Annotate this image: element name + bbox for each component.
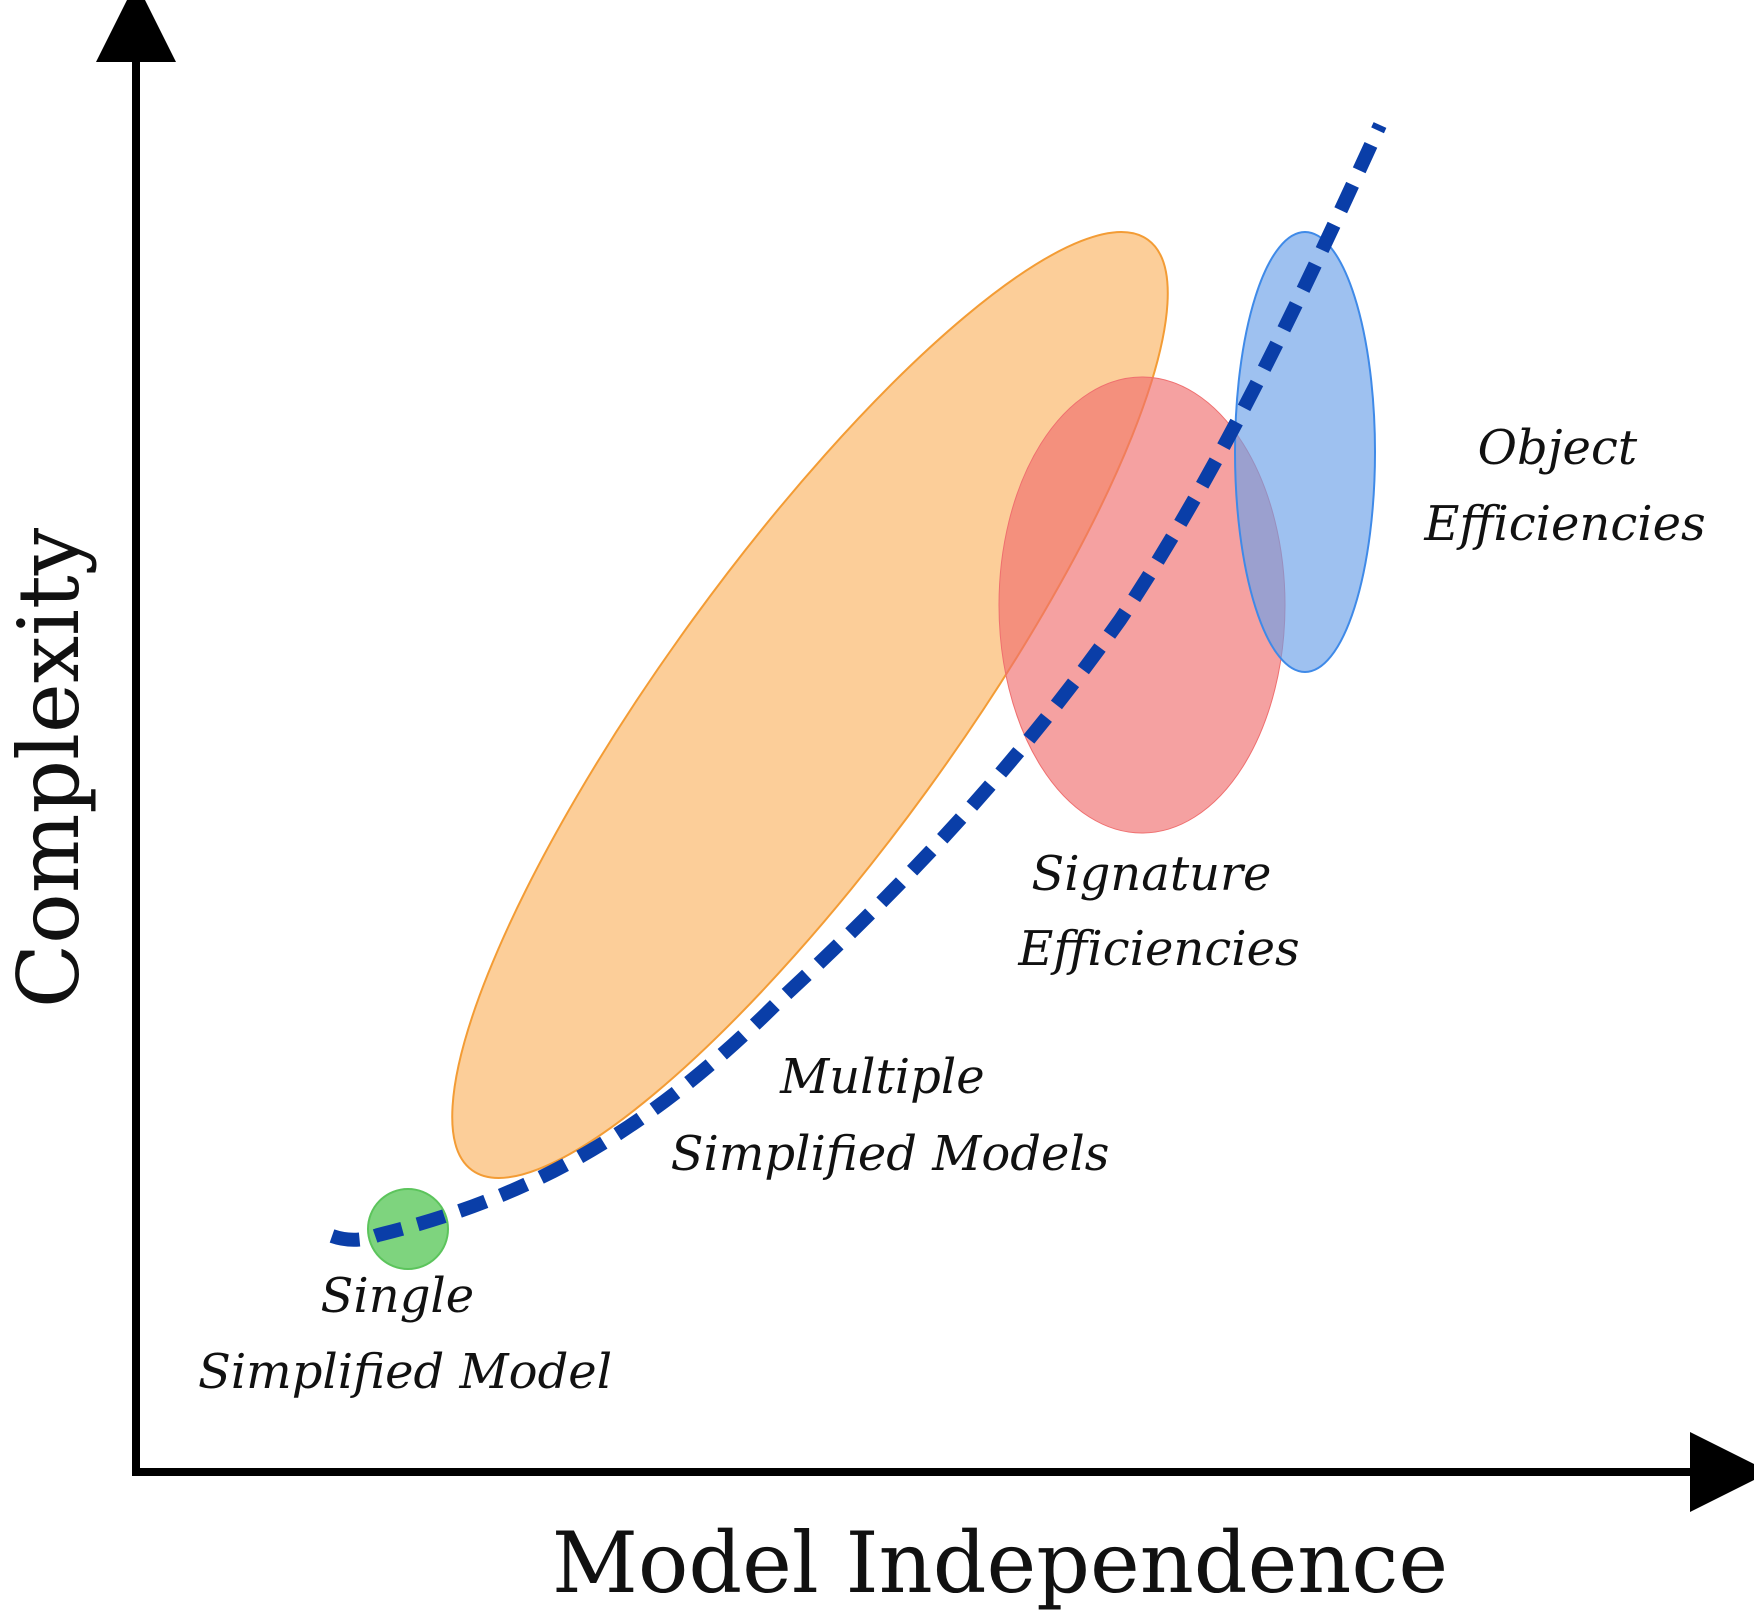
signature-efficiencies-line-1: Signature [1031, 846, 1271, 902]
signature-efficiencies-line-2: Efficiencies [1017, 921, 1299, 977]
trend-dashed-curve [329, 122, 1387, 1247]
multiple-simplified-models-line-1: Multiple [779, 1049, 985, 1105]
signature-efficiencies-label: Signature Efficiencies [1017, 846, 1299, 977]
object-efficiencies-line-1: Object [1478, 420, 1638, 476]
multiple-simplified-models-region [451, 231, 1169, 1179]
y-axis-label: Complexity [0, 527, 98, 1008]
single-simplified-model-region [367, 1188, 449, 1270]
single-simplified-model-line-1: Single [321, 1268, 475, 1324]
object-efficiencies-region [1234, 231, 1376, 673]
object-efficiencies-label: Object Efficiencies [1423, 420, 1705, 552]
x-axis-label: Model Independence [552, 1514, 1448, 1612]
single-simplified-model-label: Single Simplified Model [198, 1268, 612, 1400]
object-efficiencies-line-2: Efficiencies [1423, 496, 1705, 552]
multiple-simplified-models-line-2: Simplified Models [671, 1126, 1110, 1182]
multiple-simplified-models-label: Multiple Simplified Models [671, 1049, 1110, 1182]
single-simplified-model-line-2: Simplified Model [198, 1344, 612, 1400]
